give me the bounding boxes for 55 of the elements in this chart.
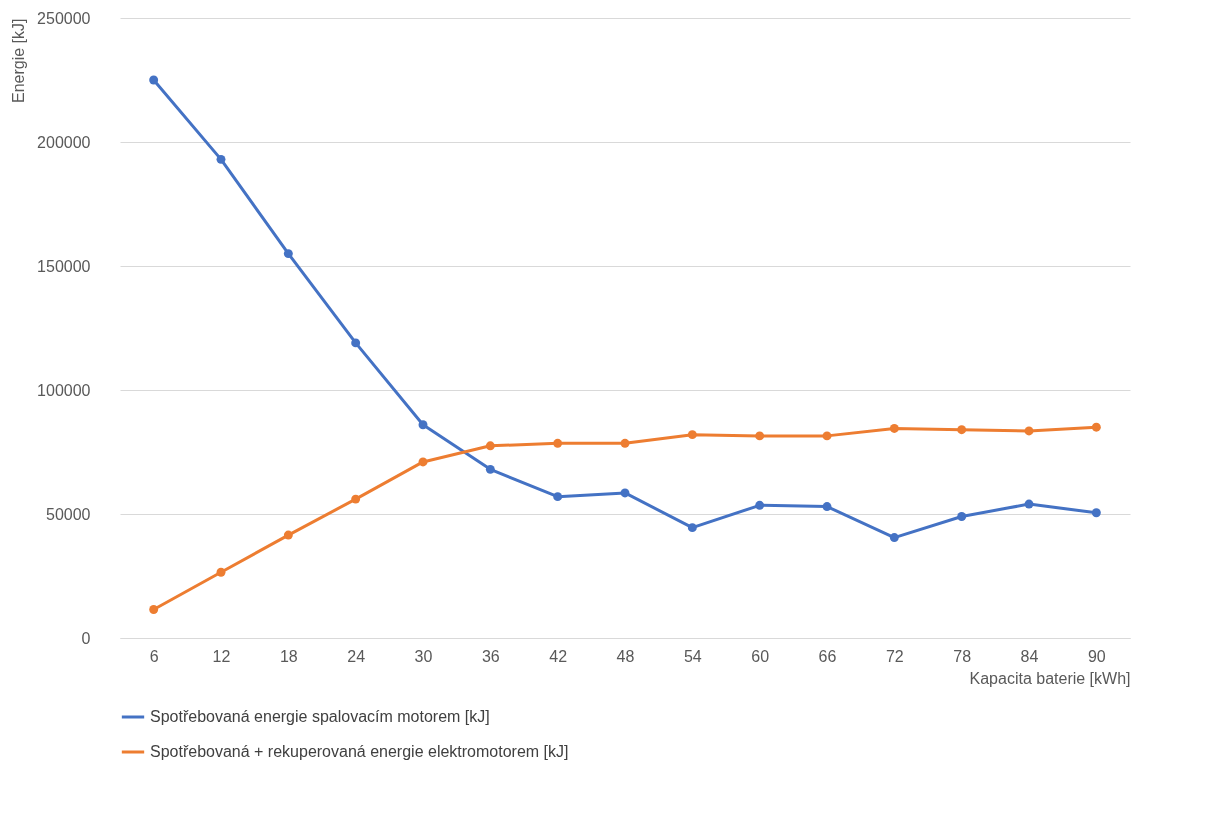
legend-label: Spotřebovaná + rekuperovaná energie elektromotorem [kJ] [150, 743, 569, 760]
point [553, 492, 563, 502]
point [149, 75, 159, 85]
point [149, 605, 159, 614]
point [687, 523, 697, 533]
x-tick-label: 6 [149, 647, 159, 665]
point [485, 464, 495, 474]
point [1091, 422, 1101, 432]
y-tick-label: 50000 [46, 505, 91, 523]
point [957, 512, 967, 521]
point [687, 430, 697, 440]
point [822, 431, 832, 441]
point [283, 530, 293, 540]
x-tick-label: 48 [616, 647, 635, 665]
point [620, 438, 630, 448]
x-tick-label: 54 [683, 647, 702, 665]
point [889, 423, 899, 433]
point [418, 457, 428, 467]
point [216, 567, 226, 577]
point [755, 500, 765, 510]
x-tick-label: 60 [751, 647, 770, 665]
point [351, 494, 361, 504]
point [485, 441, 495, 451]
x-tick-label: 84 [1020, 647, 1039, 665]
x-tick-label: 12 [212, 647, 231, 665]
point [822, 502, 832, 512]
x-axis-title: Kapacita baterie [kWh] [969, 669, 1131, 687]
point [418, 420, 428, 430]
y-axis-title: Energie [kJ] [10, 18, 28, 103]
y-tick-label: 200000 [37, 133, 91, 151]
x-tick-label: 30 [414, 647, 433, 665]
point [889, 533, 899, 543]
point [957, 425, 967, 435]
x-tick-label: 78 [953, 647, 972, 665]
point [1091, 508, 1101, 518]
x-tick-label: 24 [347, 647, 366, 665]
point [620, 488, 630, 498]
point [553, 438, 563, 448]
x-tick-label: 42 [549, 647, 568, 665]
x-tick-label: 72 [885, 647, 904, 665]
x-tick-label: 66 [818, 647, 837, 665]
legend-label: Spotřebovaná energie spalovacím motorem [kJ] [150, 708, 490, 725]
point [216, 154, 226, 164]
point [1024, 499, 1034, 509]
x-tick-label: 90 [1087, 647, 1106, 665]
y-tick-label: 100000 [37, 381, 91, 399]
point [1024, 426, 1034, 436]
y-tick-label: 250000 [37, 9, 91, 27]
point [755, 431, 765, 441]
point [283, 249, 293, 259]
x-tick-label: 36 [481, 647, 500, 665]
y-tick-label: 0 [81, 629, 91, 647]
point [351, 338, 361, 348]
y-tick-label: 150000 [37, 257, 91, 275]
x-tick-label: 18 [279, 647, 298, 665]
